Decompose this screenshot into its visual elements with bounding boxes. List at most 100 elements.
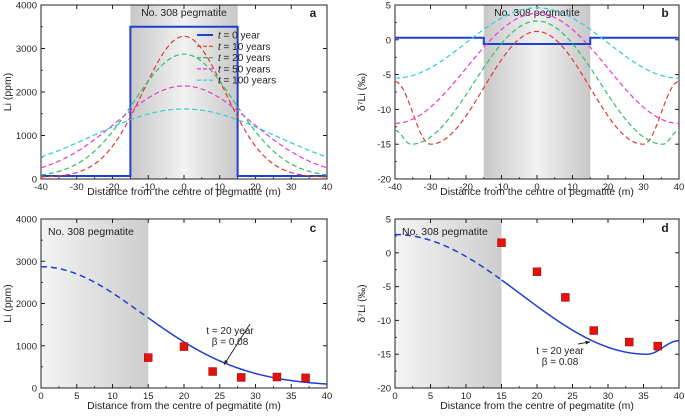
annotation-arrow: [223, 323, 251, 366]
x-tick-label: 30: [638, 182, 649, 193]
x-tick-label: 0: [38, 391, 43, 402]
panel-c: No. 308 pegmatite 0 5 10 15 20 25 30 35 40 0 1000 20…: [2, 215, 332, 413]
annotation-line2: β = 0.08: [212, 337, 249, 348]
x-tick-label: 15: [496, 391, 507, 402]
legend-t: t: [218, 64, 222, 75]
y-tick-label: 2000: [16, 299, 37, 310]
x-tick-label: 40: [674, 391, 685, 402]
x-tick-label: 25: [567, 391, 578, 402]
y-axis-label: δ⁷Li (‰): [356, 284, 368, 322]
series-line-t0: [395, 36, 679, 45]
x-tick-label: 10: [461, 391, 472, 402]
legend-t: t: [218, 31, 222, 42]
annotation-arrowhead: [585, 340, 591, 345]
y-tick-label: 0: [386, 248, 391, 259]
legend-label: = 50 years: [221, 64, 271, 75]
x-tick-label: 0: [534, 182, 539, 193]
panel-a: No. 308 pegmatite -40 -30 -20 -10 0 10 20 30 40 0 1…: [2, 1, 332, 199]
series-line-2: [395, 20, 679, 145]
y-tick-label: -5: [383, 282, 391, 293]
model-line-dashed: [395, 233, 502, 281]
y-tick-label: -20: [377, 384, 391, 395]
legend-t: t: [218, 76, 222, 87]
y-tick-label: 5: [386, 1, 391, 12]
annotation-arrowhead: [224, 359, 229, 365]
annotation-line2: β = 0.08: [542, 357, 579, 368]
annotation-line1: t = 20 year: [206, 326, 254, 337]
x-tick-label: 0: [392, 391, 397, 402]
legend-entry: t = 100 years: [218, 76, 276, 87]
series-line-1: [41, 35, 327, 178]
legend-label: = 10 years: [221, 42, 271, 53]
legend-t: t: [218, 53, 222, 64]
data-point: [497, 238, 506, 247]
panel-letter: c: [310, 221, 317, 235]
y-tick-label: 1000: [16, 341, 37, 352]
x-tick-label: 5: [428, 391, 433, 402]
y-tick-label: -10: [377, 316, 391, 327]
legend-entry: t = 50 years: [218, 64, 271, 75]
legend-entry: t = 0 year: [218, 31, 261, 42]
x-axis-label: Distance from the centre of pegmatite (m…: [87, 400, 281, 412]
y-tick-label: 4000: [16, 215, 37, 226]
series-line-3: [395, 12, 679, 124]
series-line-1: [395, 30, 679, 145]
y-tick-label: -10: [377, 105, 391, 116]
x-tick-label: -40: [34, 182, 48, 193]
panel-letter: a: [310, 6, 317, 20]
y-axis-label: Li (ppm): [2, 284, 14, 323]
data-point: [272, 372, 282, 382]
x-tick-label: 10: [214, 182, 225, 193]
region-label: No. 308 pegmatite: [48, 226, 134, 238]
data-point: [208, 367, 217, 376]
y-tick-label: 3000: [16, 257, 37, 268]
x-tick-label: 35: [638, 391, 649, 402]
y-tick-label: 0: [32, 175, 37, 186]
y-tick-label: 0: [32, 384, 37, 395]
x-tick-label: -30: [70, 182, 84, 193]
x-tick-label: -30: [424, 182, 438, 193]
x-tick-label: -20: [459, 182, 473, 193]
series-group: [395, 233, 679, 355]
x-tick-label: 0: [181, 182, 186, 193]
series-group: [395, 7, 679, 145]
data-point: [653, 341, 662, 351]
series-line-4: [41, 108, 327, 158]
y-tick-label: -15: [377, 350, 391, 361]
legend-label: = 100 years: [221, 76, 276, 87]
data-point: [236, 373, 246, 382]
y-axis-label: Li (ppm): [2, 73, 14, 112]
x-tick-label: 40: [322, 182, 333, 193]
x-tick-label: 10: [107, 391, 118, 402]
x-tick-label: 25: [214, 391, 225, 402]
x-tick-label: -20: [106, 182, 120, 193]
x-axis-label: Distance from the centre of pegmatite (m…: [440, 186, 634, 198]
data-point: [561, 293, 570, 302]
pegmatite-region: [395, 219, 502, 388]
x-tick-label: 5: [74, 391, 79, 402]
x-tick-label: 20: [532, 391, 543, 402]
series-group: [41, 265, 327, 385]
x-tick-label: 20: [603, 182, 614, 193]
y-tick-label: -20: [377, 175, 391, 186]
legend-label: = 20 years: [221, 53, 271, 64]
data-point: [589, 326, 598, 335]
legend-entry: t = 20 years: [218, 53, 271, 64]
y-tick-label: 0: [386, 35, 391, 46]
data-point: [179, 342, 189, 351]
y-tick-label: 2000: [16, 88, 37, 99]
series-line-t0: [41, 25, 327, 177]
region-label: No. 308 pegmatite: [402, 226, 488, 238]
x-tick-label: -10: [495, 182, 509, 193]
y-tick-label: 3000: [16, 44, 37, 55]
series-line-2: [41, 53, 327, 176]
y-tick-label: 5: [386, 215, 391, 226]
x-tick-label: 30: [603, 391, 614, 402]
x-tick-label: 20: [250, 182, 261, 193]
pegmatite-region: [41, 219, 149, 388]
x-tick-label: -10: [141, 182, 155, 193]
x-tick-label: 15: [143, 391, 154, 402]
y-tick-label: -5: [383, 70, 391, 81]
panel-letter: d: [661, 221, 668, 235]
